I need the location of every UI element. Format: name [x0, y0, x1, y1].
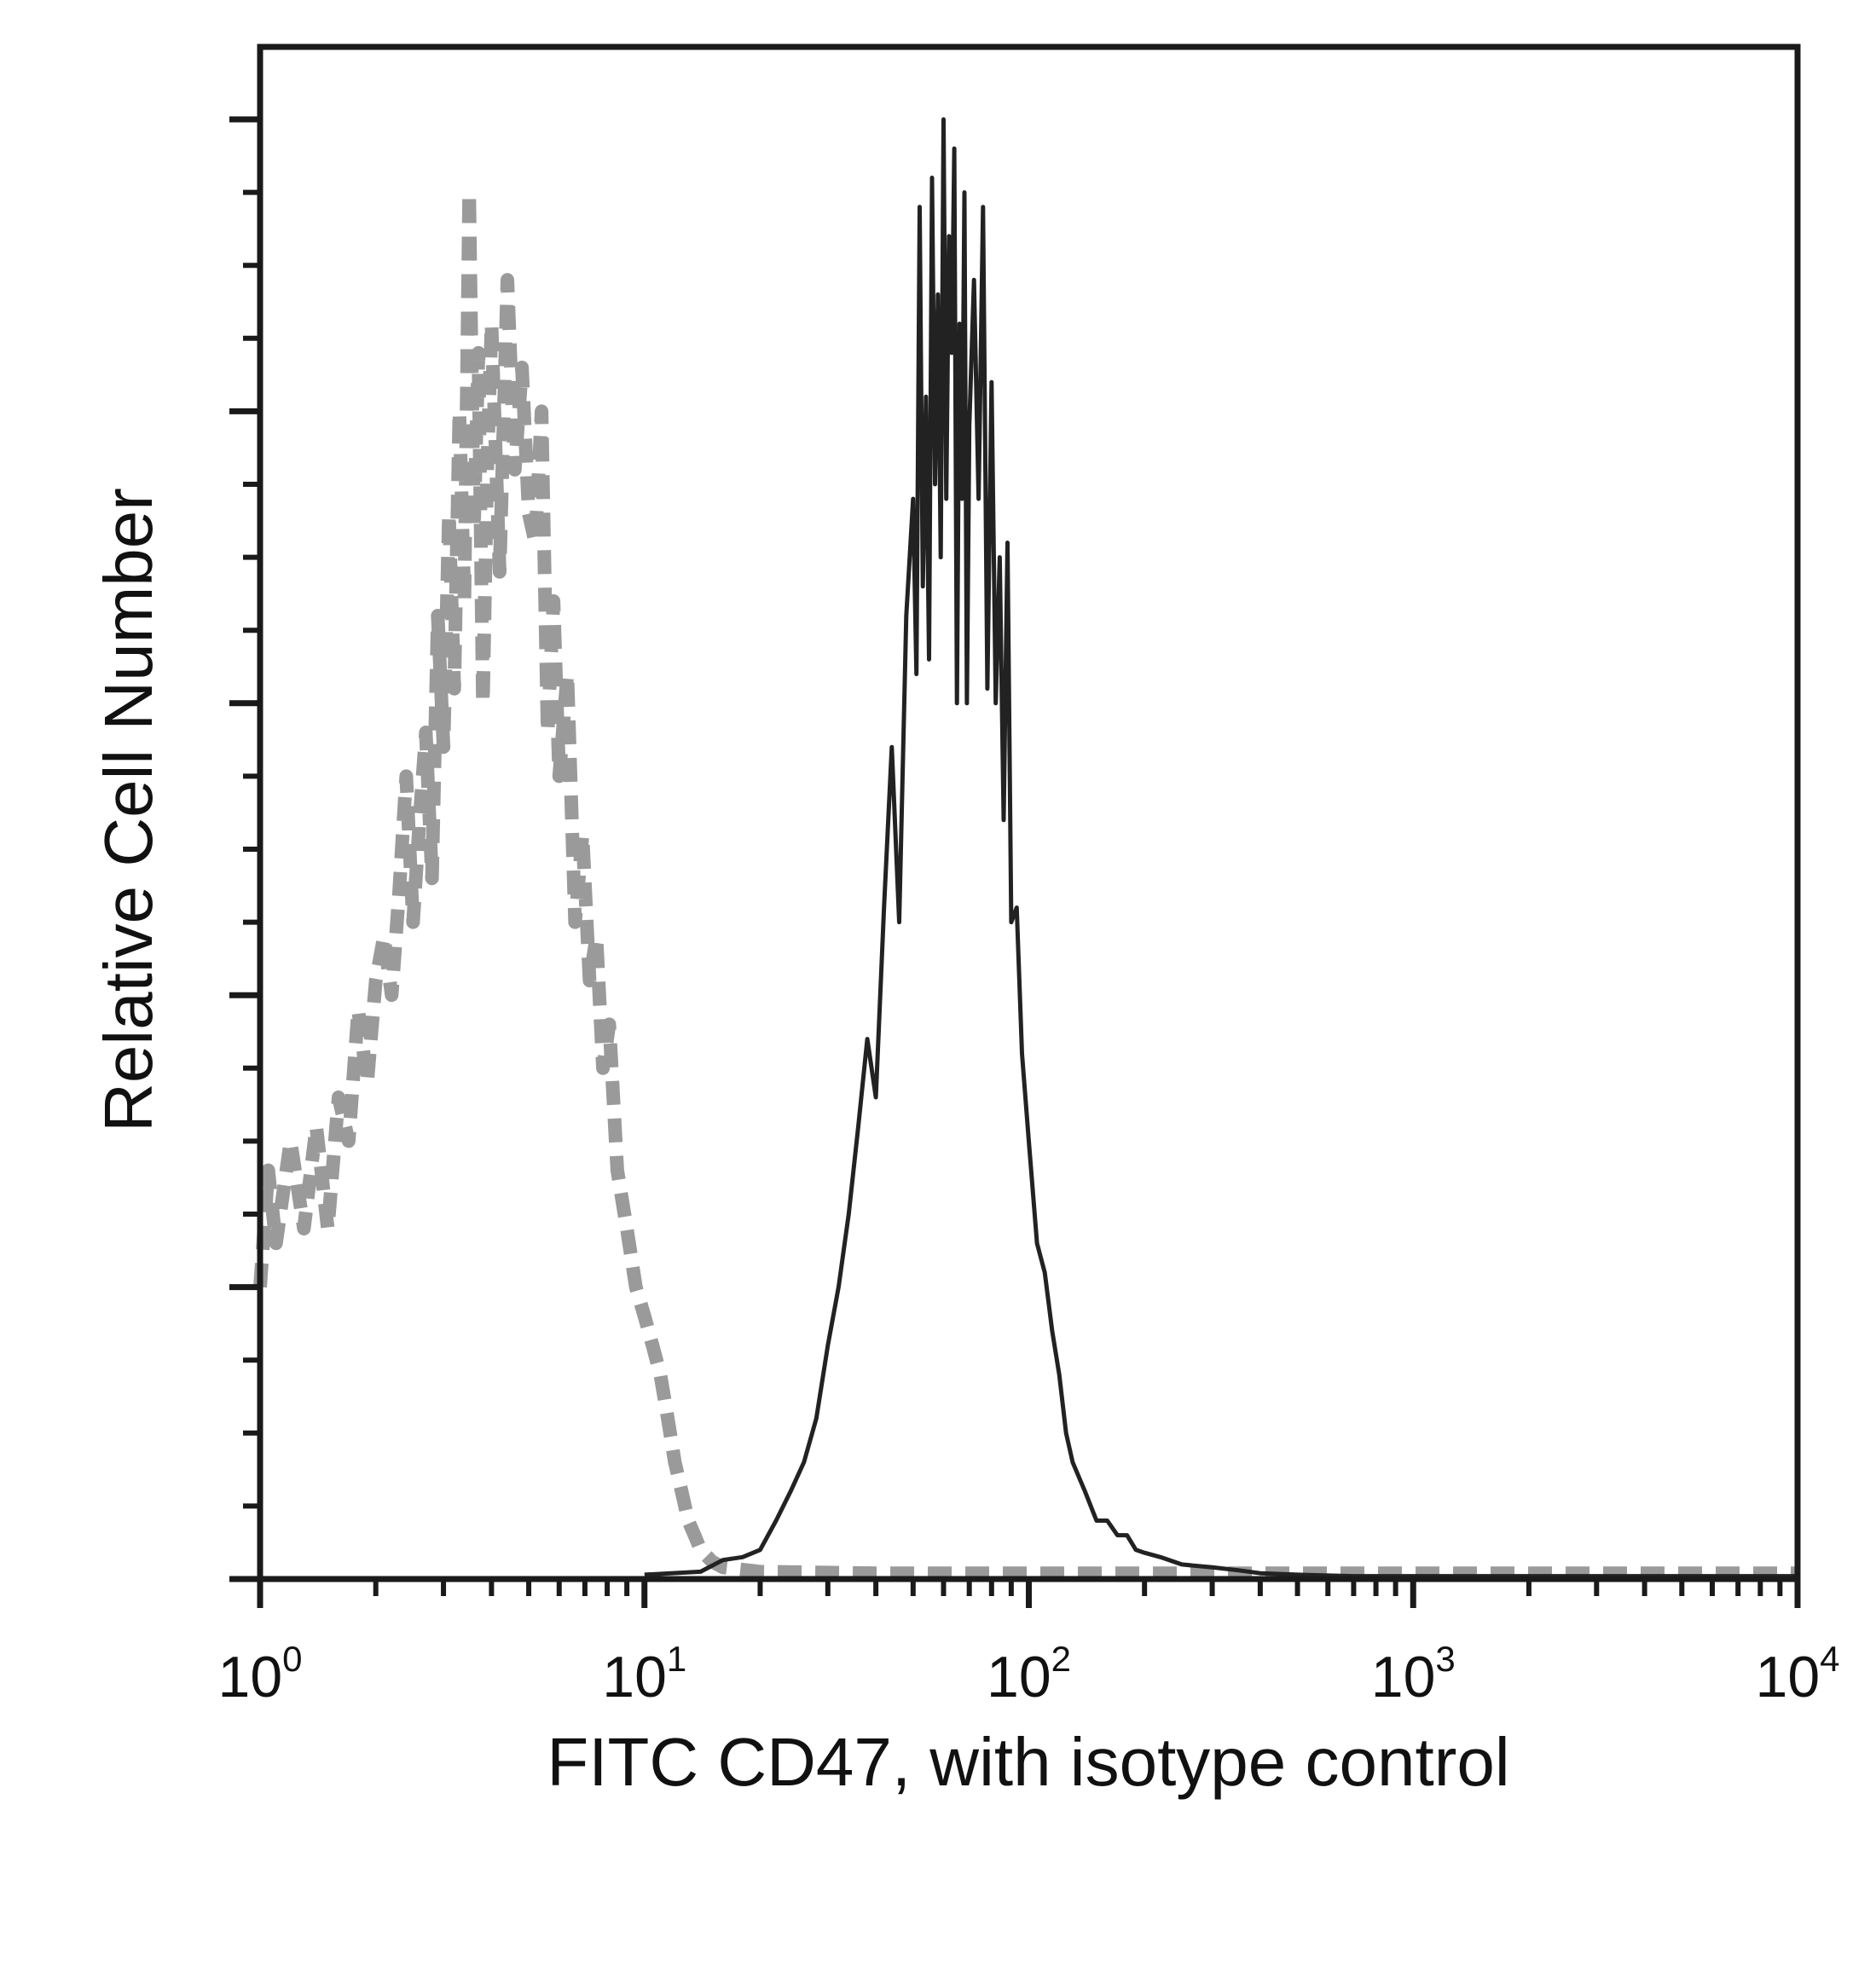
x-tick-labels: 100 101 102 103 104 — [218, 1639, 1840, 1709]
x-tick-label: 104 — [1756, 1639, 1840, 1709]
x-tick-label: 102 — [987, 1639, 1071, 1709]
x-tick-label: 101 — [602, 1639, 686, 1709]
plot-frame — [257, 43, 1801, 1582]
x-tick-label: 100 — [218, 1639, 303, 1709]
series-layer — [253, 117, 1798, 1581]
tick-layer — [229, 116, 1801, 1608]
series-line-1 — [253, 185, 1798, 1581]
x-axis-title: FITC CD47, with isotype control — [547, 1724, 1509, 1800]
y-axis-title: Relative Cell Number — [90, 488, 166, 1132]
x-tick-label: 103 — [1371, 1639, 1456, 1709]
series-line-2 — [644, 117, 1798, 1579]
